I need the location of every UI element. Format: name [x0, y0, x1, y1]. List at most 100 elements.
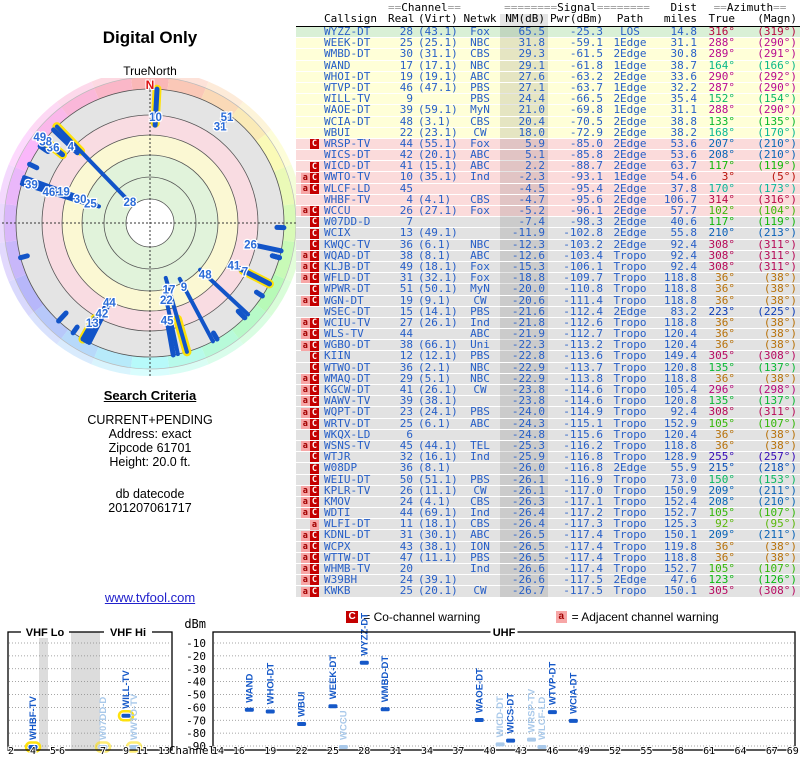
co-channel-warning-icon: C	[309, 251, 319, 262]
svg-text:58: 58	[672, 746, 684, 757]
cell-azimuth-magnetic: (311°)	[757, 405, 797, 419]
table-row: C WEIU-DT 50 (51.1) PBS -26.1 -116.9 Tropo 73.0 1…	[296, 474, 800, 486]
cell-network: Uni	[470, 338, 490, 352]
svg-text:7: 7	[100, 746, 106, 757]
cell-virtual-channel: (26.1)	[418, 315, 458, 329]
cell-azimuth-true: 36°	[715, 438, 735, 452]
cell-distance: 150.1	[663, 584, 697, 598]
cell-callsign: KPLR-TV	[324, 483, 371, 497]
adjacent-warning-icon: a	[300, 262, 310, 273]
channel-group-header: ==Channel==	[388, 1, 461, 14]
cell-virtual-channel: (14.1)	[418, 304, 458, 318]
cell-virtual-channel: (11.1)	[418, 550, 458, 564]
svg-text:31: 31	[390, 746, 402, 757]
adjacent-warning-icon: a	[300, 374, 310, 385]
cell-path: Tropo	[613, 315, 647, 329]
table-row: a C KLJB-DT 49 (18.1) Fox -15.3 -106.1 Tropo 92.4…	[296, 259, 800, 274]
cell-power: -117.4	[563, 562, 603, 575]
cell-power: -25.3	[569, 25, 603, 38]
cell-azimuth-true: 36°	[715, 293, 735, 307]
cell-power: -103.2	[563, 237, 603, 251]
svg-text:WHOI-DT: WHOI-DT	[265, 663, 276, 705]
adjacent-warning-icon: a	[309, 519, 319, 530]
cell-noise-margin: 2.2	[500, 160, 548, 172]
cell-azimuth-magnetic: (290°)	[757, 36, 797, 50]
cell-network: MyN	[470, 282, 490, 296]
warning-badges	[296, 27, 322, 38]
table-body: WYZZ-DT 28 (43.1) Fox 65.5 -25.3 LOS 14.8 316° (3…	[296, 25, 800, 598]
cell-virtual-channel: (6.1)	[418, 416, 452, 430]
warning-badges: C	[296, 217, 322, 228]
svg-text:46: 46	[42, 187, 55, 199]
cell-virtual-channel: (69.1)	[418, 506, 458, 520]
table-row: a C WFLD-DT 31 (32.1) Fox -18.8 -109.7 Tropo 118.…	[296, 272, 800, 285]
col-netwk: Netwk	[463, 12, 497, 25]
adjacent-warning-icon: a	[300, 172, 310, 183]
cell-power: -112.4	[563, 304, 603, 318]
cell-distance: 31.1	[670, 36, 698, 50]
cell-azimuth-magnetic: (107°)	[757, 416, 797, 430]
cell-power: -93.1	[569, 170, 603, 184]
cell-virtual-channel: (44.1)	[418, 438, 458, 452]
cell-virtual-channel: (26.1)	[418, 383, 458, 396]
cell-real-channel: 13	[399, 226, 413, 240]
cell-real-channel: 41	[399, 159, 413, 173]
cell-real-channel: 17	[399, 58, 413, 72]
cell-path: Tropo	[613, 360, 647, 374]
svg-text:-90: -90	[186, 740, 206, 753]
cell-callsign: W08DP	[324, 461, 358, 475]
adjacent-warning-icon: a	[300, 586, 310, 597]
cell-callsign: WAOE-DT	[324, 103, 371, 117]
co-channel-warning-icon: C	[309, 318, 319, 329]
cell-path: Tropo	[613, 394, 647, 408]
cell-callsign: WCCU	[324, 204, 351, 217]
cell-azimuth-true: 290°	[708, 69, 736, 83]
svg-text:VHF Hi: VHF Hi	[110, 627, 146, 639]
svg-text:WRSP-TV: WRSP-TV	[527, 688, 538, 732]
cell-azimuth-magnetic: (38°)	[763, 539, 797, 553]
warning-badges: C	[296, 351, 322, 362]
cell-real-channel: 44	[399, 506, 413, 520]
table-row: a C KMOV 24 (4.1) CBS -26.3 -117.1 Tropo 152.4 208…	[296, 494, 800, 509]
cell-azimuth-true: 255°	[708, 450, 736, 464]
cell-real-channel: 45	[399, 181, 413, 195]
svg-text:17: 17	[163, 284, 176, 296]
cell-distance: 152.7	[663, 562, 697, 575]
cell-azimuth-magnetic: (166°)	[757, 58, 797, 72]
cell-distance: 31.1	[670, 103, 698, 117]
cell-callsign: KLJB-DT	[324, 259, 371, 273]
cell-distance: 54.6	[670, 170, 698, 184]
col-miles: miles	[663, 12, 697, 25]
table-row: a C WTTW-DT 47 (11.1) PBS -26.5 -117.4 Tropo 118.…	[296, 550, 800, 564]
svg-text:UHF: UHF	[493, 627, 516, 639]
cell-virtual-channel: (8.1)	[418, 248, 452, 262]
search-height: Height: 20.0 ft.	[109, 455, 191, 469]
cell-real-channel: 36	[399, 360, 413, 374]
warning-badges	[296, 117, 322, 128]
cell-callsign: KMOV	[324, 494, 351, 508]
cell-virtual-channel: (8.1)	[418, 461, 452, 475]
cell-real-channel: 44	[399, 327, 413, 341]
cell-virtual-channel: (20.1)	[418, 584, 458, 598]
table-row: C KIIN 12 (12.1) PBS -22.8 -113.6 Tropo 149.4 305…	[296, 351, 800, 363]
co-channel-warning-icon: C	[309, 396, 319, 407]
cell-path: 2Edge	[613, 181, 647, 195]
warning-badges	[296, 307, 322, 318]
co-channel-warning-icon: C	[309, 497, 319, 508]
cell-distance: 152.7	[663, 506, 697, 520]
cell-azimuth-magnetic: (213°)	[757, 226, 797, 240]
tvfool-link[interactable]: www.tvfool.com	[104, 590, 196, 605]
cell-azimuth-true: 123°	[708, 573, 736, 587]
co-channel-warning-icon: C	[309, 295, 319, 306]
cell-real-channel: 10	[399, 170, 413, 184]
svg-text:34: 34	[421, 746, 433, 757]
cell-azimuth-true: 133°	[708, 114, 736, 128]
svg-text:28: 28	[123, 197, 136, 209]
table-row: WHBF-TV 4 (4.1) CBS -4.7 -95.6 2Edge 106.7 314° (…	[296, 194, 800, 206]
cell-real-channel: 36	[399, 237, 413, 251]
cell-callsign: WSNS-TV	[324, 438, 371, 452]
cell-noise-margin: -12.3	[500, 239, 548, 251]
